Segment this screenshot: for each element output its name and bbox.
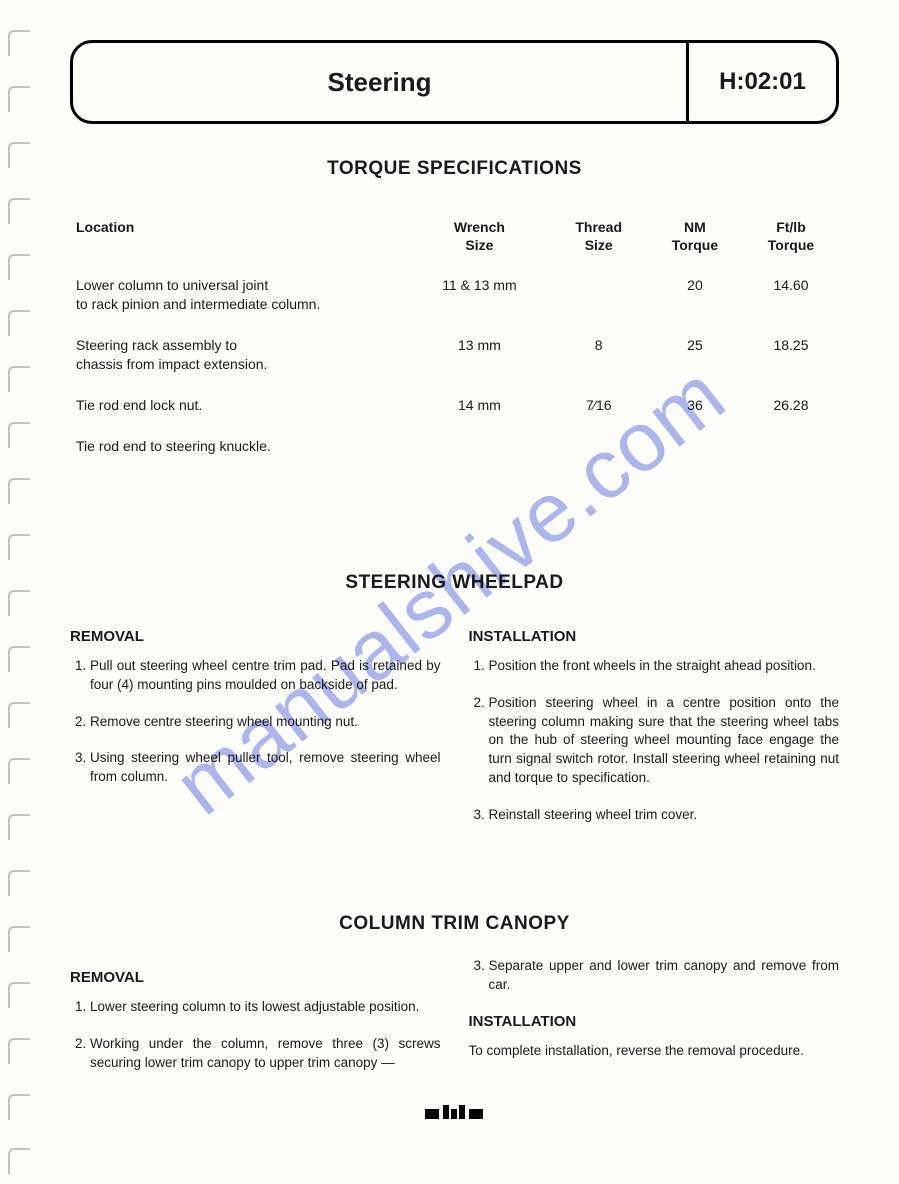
cell: 7⁄16 (550, 380, 646, 421)
canopy-removal-list-cont: Separate upper and lower trim canopy and… (469, 957, 840, 995)
table-header-row: Location Wrench Size Thread Size NM Torq… (70, 214, 839, 270)
list-item: Pull out steering wheel centre trim pad.… (90, 657, 441, 695)
table-row: Tie rod end to steering knuckle. (70, 421, 839, 462)
canopy-right-col: Separate upper and lower trim canopy and… (469, 957, 840, 1091)
col-thread: Thread Size (550, 214, 646, 270)
table-row: Tie rod end lock nut. 14 mm 7⁄16 36 26.2… (70, 380, 839, 421)
cell: 36 (647, 380, 743, 421)
cell: Lower column to universal joint to rack … (70, 270, 408, 320)
cell: 11 & 13 mm (408, 270, 550, 320)
table-row: Steering rack assembly to chassis from i… (70, 320, 839, 380)
removal-heading: REMOVAL (70, 628, 441, 645)
cell: Tie rod end to steering knuckle. (70, 421, 408, 462)
canopy-removal-list: Lower steering column to its lowest adju… (70, 998, 441, 1073)
list-item: Position the front wheels in the straigh… (489, 657, 840, 676)
col-location: Location (70, 214, 408, 270)
wheelpad-removal-list: Pull out steering wheel centre trim pad.… (70, 657, 441, 787)
table-row: Lower column to universal joint to rack … (70, 270, 839, 320)
list-item: Using steering wheel puller tool, remove… (90, 749, 441, 787)
cell: Tie rod end lock nut. (70, 380, 408, 421)
wheelpad-title: STEERING WHEELPAD (70, 572, 839, 594)
cell: 20 (647, 270, 743, 320)
cell (647, 421, 743, 462)
wheelpad-columns: REMOVAL Pull out steering wheel centre t… (70, 616, 839, 843)
removal-heading: REMOVAL (70, 969, 441, 986)
dmc-logo (70, 1103, 839, 1127)
col-wrench: Wrench Size (408, 214, 550, 270)
col-ftlb: Ft/lb Torque (743, 214, 839, 270)
wheelpad-install-col: INSTALLATION Position the front wheels i… (469, 616, 840, 843)
cell: Steering rack assembly to chassis from i… (70, 320, 408, 380)
cell (743, 421, 839, 462)
installation-text: To complete installation, reverse the re… (469, 1042, 840, 1061)
canopy-title: COLUMN TRIM CANOPY (70, 913, 839, 935)
list-item: Remove centre steering wheel mounting nu… (90, 713, 441, 732)
cell: 25 (647, 320, 743, 380)
header-title: Steering (73, 43, 686, 121)
list-item: Position steering wheel in a centre posi… (489, 694, 840, 788)
list-item: Separate upper and lower trim canopy and… (489, 957, 840, 995)
cell (408, 421, 550, 462)
list-item: Reinstall steering wheel trim cover. (489, 806, 840, 825)
cell: 14.60 (743, 270, 839, 320)
header-box: Steering H:02:01 (70, 40, 839, 124)
wheelpad-removal-col: REMOVAL Pull out steering wheel centre t… (70, 616, 441, 843)
list-item: Working under the column, remove three (… (90, 1035, 441, 1073)
cell: 14 mm (408, 380, 550, 421)
cell (550, 421, 646, 462)
col-nm: NM Torque (647, 214, 743, 270)
cell: 8 (550, 320, 646, 380)
list-item: Lower steering column to its lowest adju… (90, 998, 441, 1017)
canopy-removal-col: REMOVAL Lower steering column to its low… (70, 957, 441, 1091)
installation-heading: INSTALLATION (469, 1013, 840, 1030)
torque-title: TORQUE SPECIFICATIONS (70, 158, 839, 180)
header-code: H:02:01 (686, 43, 836, 121)
wheelpad-install-list: Position the front wheels in the straigh… (469, 657, 840, 825)
cell: 26.28 (743, 380, 839, 421)
torque-table: Location Wrench Size Thread Size NM Torq… (70, 214, 839, 462)
cell: 13 mm (408, 320, 550, 380)
canopy-columns: REMOVAL Lower steering column to its low… (70, 957, 839, 1091)
installation-heading: INSTALLATION (469, 628, 840, 645)
page-content: Steering H:02:01 TORQUE SPECIFICATIONS L… (0, 0, 899, 1157)
cell: 18.25 (743, 320, 839, 380)
cell (550, 270, 646, 320)
